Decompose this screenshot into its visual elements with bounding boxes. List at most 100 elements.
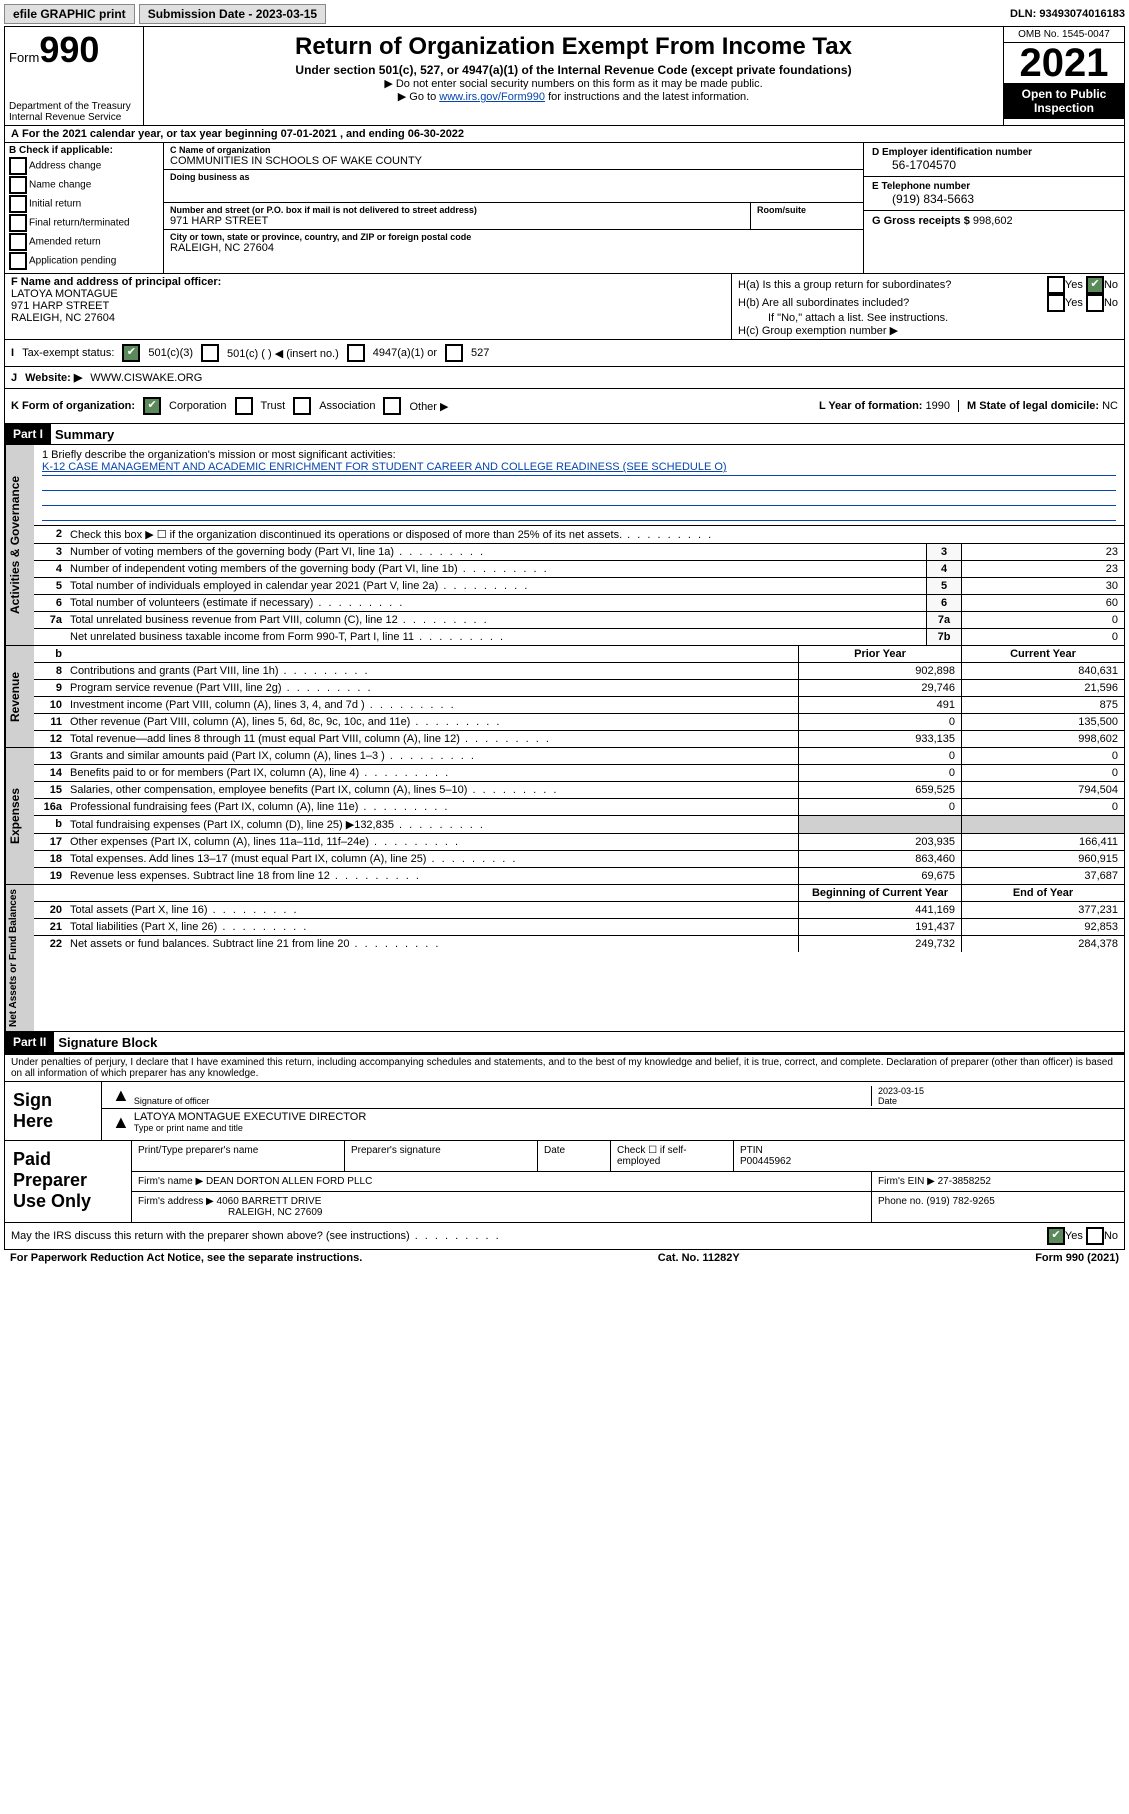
header-right: OMB No. 1545-0047 2021 Open to Public In… xyxy=(1003,27,1124,125)
header-center: Return of Organization Exempt From Incom… xyxy=(144,27,1003,125)
header-left: Form990 Department of the Treasury Inter… xyxy=(5,27,144,125)
sign-here-label: Sign Here xyxy=(5,1082,101,1140)
chk-501c[interactable] xyxy=(201,344,219,362)
penalty-text: Under penalties of perjury, I declare th… xyxy=(5,1055,1124,1081)
officer-printed-name: LATOYA MONTAGUE EXECUTIVE DIRECTOR xyxy=(134,1111,1118,1123)
chk-527[interactable] xyxy=(445,344,463,362)
dln-text: DLN: 93493074016183 xyxy=(1010,8,1125,20)
submission-date-button[interactable]: Submission Date - 2023-03-15 xyxy=(139,4,326,24)
vtab-activities: Activities & Governance xyxy=(5,445,34,645)
city-value: RALEIGH, NC 27604 xyxy=(170,242,857,254)
summary-line: 18Total expenses. Add lines 13–17 (must … xyxy=(34,851,1124,868)
section-fh: F Name and address of principal officer:… xyxy=(4,274,1125,340)
k-label: K Form of organization: xyxy=(11,400,135,412)
summary-line: 20Total assets (Part X, line 16)441,1693… xyxy=(34,902,1124,919)
chk-final-return[interactable]: Final return/terminated xyxy=(9,214,159,232)
discuss-yes[interactable]: ✔ xyxy=(1047,1227,1065,1245)
firm-addr: 4060 BARRETT DRIVE xyxy=(217,1196,322,1207)
row-a-text: For the 2021 calendar year, or tax year … xyxy=(22,128,464,140)
gross-label: G Gross receipts $ xyxy=(872,215,970,227)
signature-section: Under penalties of perjury, I declare th… xyxy=(4,1053,1125,1141)
activities-governance-block: Activities & Governance 1 Briefly descri… xyxy=(4,445,1125,646)
firm-phone-label: Phone no. xyxy=(878,1196,924,1207)
ein-value: 56-1704570 xyxy=(872,158,1116,172)
net-assets-block: Net Assets or Fund Balances Beginning of… xyxy=(4,885,1125,1032)
part2-badge: Part II xyxy=(5,1032,54,1052)
top-toolbar: efile GRAPHIC print Submission Date - 20… xyxy=(4,4,1125,24)
note2-pre: Go to xyxy=(409,91,439,103)
sig-officer-label: Signature of officer xyxy=(134,1096,871,1106)
efile-button[interactable]: efile GRAPHIC print xyxy=(4,4,135,24)
footer-cat: Cat. No. 11282Y xyxy=(658,1252,740,1264)
vtab-revenue: Revenue xyxy=(5,646,34,747)
chk-trust[interactable] xyxy=(235,397,253,415)
part1-header-row: Part I Summary xyxy=(4,424,1125,445)
hc-text: H(c) Group exemption number ▶ xyxy=(738,324,1118,337)
mission-text[interactable]: K-12 CASE MANAGEMENT AND ACADEMIC ENRICH… xyxy=(42,461,727,473)
ptin-value: P00445962 xyxy=(740,1156,791,1167)
chk-corporation[interactable]: ✔ xyxy=(143,397,161,415)
officer-name: LATOYA MONTAGUE xyxy=(11,288,118,300)
officer-street: 971 HARP STREET xyxy=(11,300,109,312)
b-title: B Check if applicable: xyxy=(9,145,113,156)
gov-line: 2Check this box ▶ ☐ if the organization … xyxy=(34,526,1124,544)
phone-value: (919) 834-5663 xyxy=(872,192,1116,206)
chk-association[interactable] xyxy=(293,397,311,415)
irs-link[interactable]: www.irs.gov/Form990 xyxy=(439,91,545,103)
paid-preparer-section: Paid Preparer Use Only Print/Type prepar… xyxy=(4,1141,1125,1223)
revenue-block: Revenue b Prior Year Current Year 8Contr… xyxy=(4,646,1125,748)
gov-line: 3Number of voting members of the governi… xyxy=(34,544,1124,561)
chk-other[interactable] xyxy=(383,397,401,415)
footer-right: Form 990 (2021) xyxy=(1035,1252,1119,1264)
chk-initial-return[interactable]: Initial return xyxy=(9,195,159,213)
firm-ein: 27-3858252 xyxy=(938,1176,991,1187)
row-a-tax-year: A For the 2021 calendar year, or tax yea… xyxy=(4,126,1125,143)
discuss-text: May the IRS discuss this return with the… xyxy=(11,1230,501,1242)
form-header: Form990 Department of the Treasury Inter… xyxy=(4,26,1125,126)
summary-line: 9Program service revenue (Part VIII, lin… xyxy=(34,680,1124,697)
chk-application-pending[interactable]: Application pending xyxy=(9,252,159,270)
part1-title: Summary xyxy=(55,427,114,442)
summary-line: bTotal fundraising expenses (Part IX, co… xyxy=(34,816,1124,834)
footer-left: For Paperwork Reduction Act Notice, see … xyxy=(10,1252,362,1264)
prep-name-header: Print/Type preparer's name xyxy=(132,1141,345,1171)
hb-note: If "No," attach a list. See instructions… xyxy=(738,312,1118,324)
discuss-row: May the IRS discuss this return with the… xyxy=(4,1223,1125,1250)
summary-line: 19Revenue less expenses. Subtract line 1… xyxy=(34,868,1124,884)
tax-year: 2021 xyxy=(1004,43,1124,83)
column-d-ids: D Employer identification number 56-1704… xyxy=(863,143,1124,273)
chk-name-change[interactable]: Name change xyxy=(9,176,159,194)
opt-501c: 501(c) ( ) ◀ (insert no.) xyxy=(227,347,339,360)
firm-city: RALEIGH, NC 27609 xyxy=(138,1207,323,1218)
chk-501c3[interactable]: ✔ xyxy=(122,344,140,362)
org-name-label: C Name of organization xyxy=(170,145,857,155)
gov-line: 6Total number of volunteers (estimate if… xyxy=(34,595,1124,612)
form-number: 990 xyxy=(39,29,99,70)
hb-text: H(b) Are all subordinates included? xyxy=(738,297,909,309)
website-value: WWW.CISWAKE.ORG xyxy=(90,372,202,384)
opt-501c3: 501(c)(3) xyxy=(148,347,193,359)
firm-ein-label: Firm's EIN ▶ xyxy=(878,1176,935,1187)
firm-addr-label: Firm's address ▶ xyxy=(138,1196,214,1207)
expenses-block: Expenses 13Grants and similar amounts pa… xyxy=(4,748,1125,885)
firm-name-label: Firm's name ▶ xyxy=(138,1176,203,1187)
note2-post: for instructions and the latest informat… xyxy=(545,91,749,103)
opt-4947: 4947(a)(1) or xyxy=(373,347,437,359)
part2-title: Signature Block xyxy=(58,1035,157,1050)
summary-line: 16aProfessional fundraising fees (Part I… xyxy=(34,799,1124,816)
m-label: M State of legal domicile: xyxy=(967,400,1099,412)
sig-date-label: Date xyxy=(878,1096,1118,1106)
chk-4947[interactable] xyxy=(347,344,365,362)
chk-amended-return[interactable]: Amended return xyxy=(9,233,159,251)
discuss-no[interactable] xyxy=(1086,1227,1104,1245)
firm-name: DEAN DORTON ALLEN FORD PLLC xyxy=(206,1176,372,1187)
chk-address-change[interactable]: Address change xyxy=(9,157,159,175)
opt-other: Other ▶ xyxy=(409,400,448,413)
i-label: Tax-exempt status: xyxy=(22,347,114,359)
m-value: NC xyxy=(1102,400,1118,412)
end-year-header: End of Year xyxy=(961,885,1124,901)
b-marker: b xyxy=(34,646,66,662)
opt-527: 527 xyxy=(471,347,489,359)
summary-line: 22Net assets or fund balances. Subtract … xyxy=(34,936,1124,952)
summary-line: 17Other expenses (Part IX, column (A), l… xyxy=(34,834,1124,851)
